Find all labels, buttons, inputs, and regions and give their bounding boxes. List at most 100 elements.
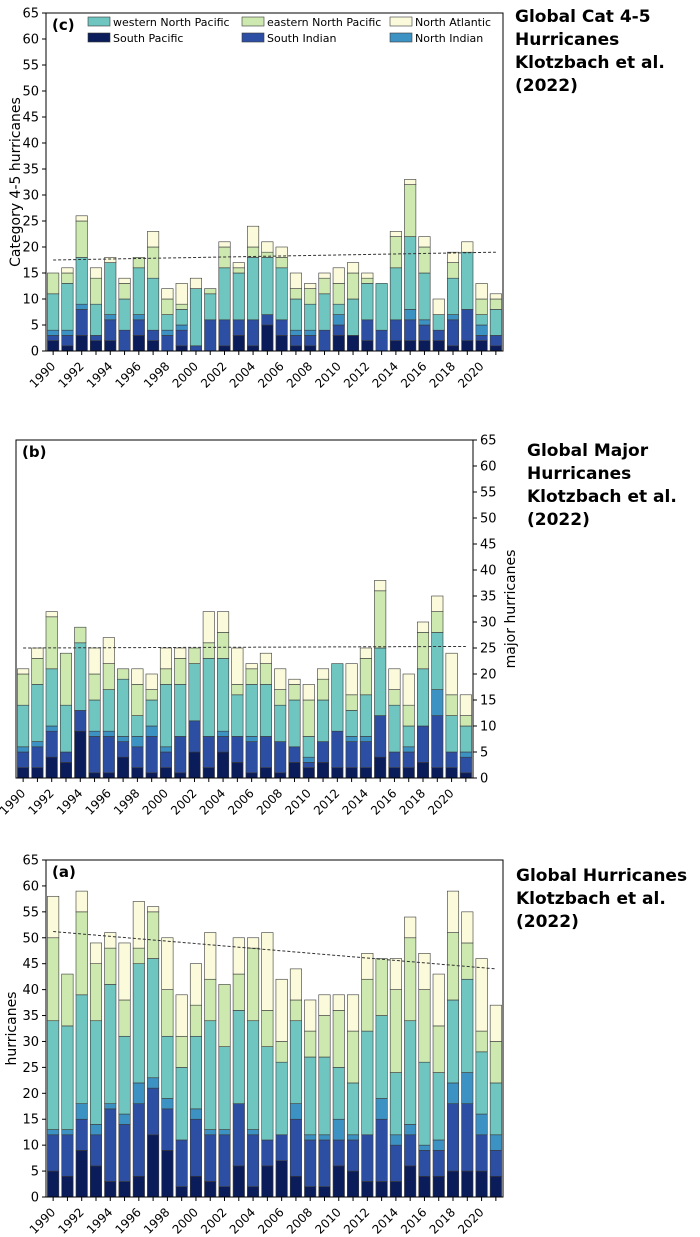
x-tick-label: 2014 xyxy=(340,786,371,817)
bar-segment xyxy=(375,958,388,1016)
bar-segment xyxy=(347,1170,360,1198)
x-tick-label: 2006 xyxy=(255,359,286,390)
bar-segment xyxy=(445,751,458,768)
bar-segment xyxy=(489,1175,502,1198)
bar-segment xyxy=(59,704,73,753)
bar-segment xyxy=(118,1113,131,1125)
bar-segment xyxy=(188,751,201,779)
x-tick-label: 2004 xyxy=(227,359,258,390)
bar-segment xyxy=(131,746,144,768)
bar-segment xyxy=(88,673,101,701)
bar-segment xyxy=(245,736,258,742)
bar-segment xyxy=(261,932,274,1011)
bar-segment xyxy=(418,319,431,326)
bar-segment xyxy=(418,1144,431,1151)
bar-segment xyxy=(289,335,302,347)
bar-segment xyxy=(402,767,415,779)
bar-segment xyxy=(202,642,215,659)
bar-segment xyxy=(47,1020,60,1130)
series-western-north-pacific xyxy=(47,236,502,347)
bar-segment xyxy=(132,319,145,336)
bar-segment xyxy=(475,1051,488,1115)
bar-segment xyxy=(347,1082,360,1136)
legend-swatch-south-pacific xyxy=(87,32,111,43)
bar-segment xyxy=(345,741,358,768)
bar-segment xyxy=(47,1129,60,1136)
bar-segment xyxy=(189,345,202,352)
bar-segment xyxy=(259,767,272,779)
bar-segment xyxy=(104,984,117,1104)
y-tick-label: 60 xyxy=(480,460,497,475)
y-tick-label: 25 xyxy=(22,1061,39,1076)
bar-segment xyxy=(304,283,317,289)
bar-segment xyxy=(432,340,445,352)
bar-segment xyxy=(459,756,472,774)
bar-segment xyxy=(318,1186,331,1198)
bar-segment xyxy=(202,611,215,644)
x-tick-label: 2006 xyxy=(225,786,256,817)
bar-segment xyxy=(261,241,274,253)
bar-segment xyxy=(402,746,415,753)
bar-segment xyxy=(347,272,360,300)
bar-segment xyxy=(89,1134,102,1167)
bar-segment xyxy=(332,267,345,284)
bar-segment xyxy=(418,324,431,341)
bar-segment xyxy=(461,251,474,310)
bar-segment xyxy=(418,1150,431,1177)
bar-segment xyxy=(288,684,301,701)
bar-segment xyxy=(375,1118,388,1182)
bar-segment xyxy=(118,1035,131,1115)
x-tick-label: 2008 xyxy=(254,786,285,817)
bar-segment xyxy=(446,251,460,263)
legend-label-north-indian: North Indian xyxy=(415,32,483,45)
bar-segment xyxy=(247,246,260,258)
bar-segment xyxy=(418,340,431,352)
y-tick-label: 35 xyxy=(22,163,39,178)
bar-segment xyxy=(245,684,258,737)
x-tick-label: 2016 xyxy=(398,1205,429,1236)
bar-segment xyxy=(446,1170,460,1198)
bar-segment xyxy=(117,741,130,758)
bar-segment xyxy=(431,632,444,690)
bar-segment xyxy=(174,684,187,737)
x-tick-label: 1996 xyxy=(112,1205,143,1236)
bar-segment xyxy=(175,345,188,352)
x-tick-label: 2018 xyxy=(427,1205,458,1236)
bar-segment xyxy=(446,314,460,321)
bar-segment xyxy=(345,663,358,696)
bar-segment xyxy=(289,999,302,1022)
bar-segment xyxy=(289,1118,302,1177)
bar-segment xyxy=(261,257,274,315)
bar-segment xyxy=(61,345,74,352)
bar-segment xyxy=(289,288,302,300)
bar-segment xyxy=(131,736,144,748)
bar-segment xyxy=(45,668,58,727)
bar-segment xyxy=(489,309,502,336)
bar-segment xyxy=(302,684,315,701)
bar-segment xyxy=(389,1134,402,1146)
bar-segment xyxy=(416,725,430,763)
y-tick-label: 30 xyxy=(480,616,497,631)
legend-swatch-north-atlantic xyxy=(389,16,413,27)
trend-line xyxy=(53,931,496,970)
chart-panel-c: 0 5 10 15 20 25 30 35 40 45 50 55 60 65 Category 4-5 h… xyxy=(8,7,504,391)
bar-segment xyxy=(218,1186,231,1198)
bar-segment xyxy=(418,1061,431,1146)
bar-segment xyxy=(232,1165,245,1198)
bar-segment xyxy=(446,262,460,279)
bar-segment xyxy=(104,932,117,949)
bar-segment xyxy=(161,314,174,331)
bar-segment xyxy=(318,1056,331,1136)
bar-segment xyxy=(288,762,301,779)
bar-segment xyxy=(61,335,74,347)
bar-segment xyxy=(161,937,174,990)
bar-segment xyxy=(418,953,431,990)
bar-segment xyxy=(75,220,88,258)
bar-segment xyxy=(389,319,402,341)
bar-segment xyxy=(318,1134,331,1141)
bar-segment xyxy=(388,689,401,706)
bar-segment xyxy=(218,345,231,352)
bar-segment xyxy=(204,1181,217,1198)
bar-segment xyxy=(202,736,215,768)
